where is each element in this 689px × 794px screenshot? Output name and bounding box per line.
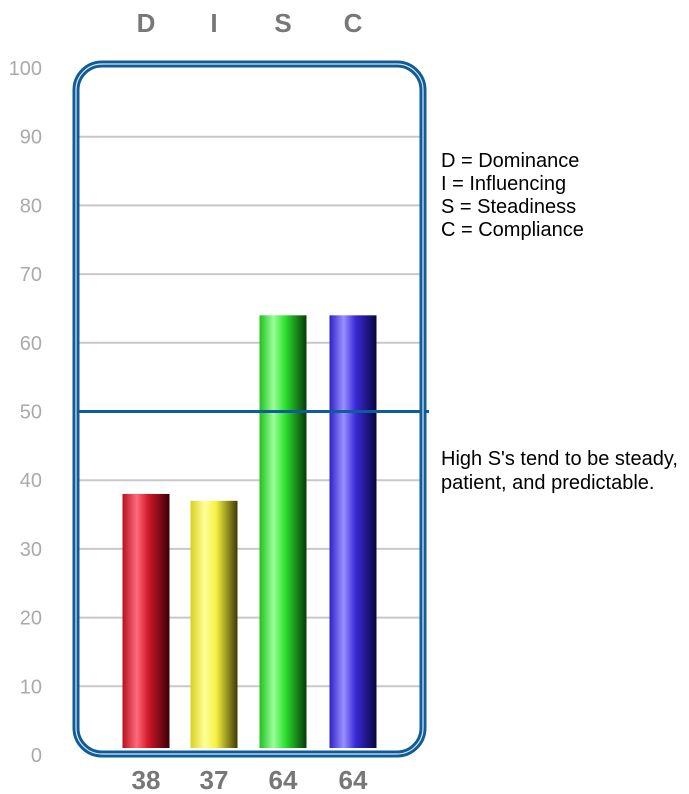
y-tick-label-20: 20 (20, 608, 42, 630)
category-label-d: D (137, 8, 156, 38)
y-tick-label-80: 80 (20, 195, 42, 217)
legend-item-c: C = Compliance (441, 219, 584, 241)
bar-c (329, 315, 377, 748)
bar-i (190, 500, 238, 748)
value-label-s: 64 (269, 765, 298, 794)
category-label-c: C (344, 8, 363, 38)
profile-description: High S's tend to be steady, patient, and… (441, 448, 678, 494)
y-tick-label-40: 40 (20, 470, 42, 492)
y-tick-label-50: 50 (20, 402, 42, 424)
bar-d (122, 493, 170, 748)
y-tick-label-30: 30 (20, 539, 42, 561)
legend-item-i: I = Influencing (441, 173, 567, 195)
y-tick-label-60: 60 (20, 333, 42, 355)
value-label-d: 38 (132, 765, 161, 794)
value-label-c: 64 (339, 765, 368, 794)
y-tick-label-100: 100 (9, 58, 42, 80)
category-label-i: I (210, 8, 217, 38)
y-tick-label-90: 90 (20, 127, 42, 149)
legend-item-d: D = Dominance (441, 150, 580, 172)
category-label-s: S (274, 8, 291, 38)
y-tick-label-0: 0 (31, 745, 42, 767)
legend: D = Dominance I = Influencing S = Steadi… (441, 150, 584, 242)
legend-item-s: S = Steadiness (441, 196, 577, 218)
chart-frame-highlight (75, 63, 424, 755)
y-tick-label-10: 10 (20, 676, 42, 698)
y-tick-label-70: 70 (20, 264, 42, 286)
disc-bar-chart: 0 10 20 30 40 50 60 70 80 90 100 D 38 I 37 S 64 C 64 (9, 8, 429, 794)
value-label-i: 37 (200, 765, 229, 794)
bar-s (259, 315, 307, 748)
